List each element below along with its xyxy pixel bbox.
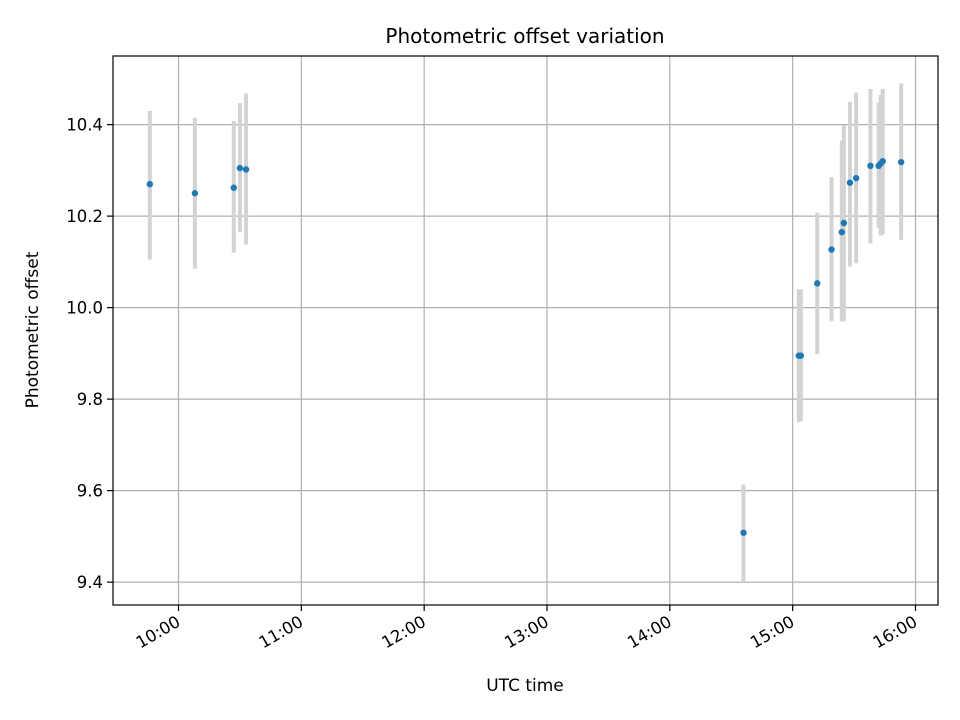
y-tick-label: 10.4 <box>66 116 103 135</box>
y-tick-label: 10.0 <box>66 299 103 318</box>
data-point <box>230 184 237 191</box>
y-tick-label: 9.4 <box>77 573 103 592</box>
y-axis-label: Photometric offset <box>23 251 43 408</box>
data-point <box>852 174 860 182</box>
data-point <box>828 246 835 253</box>
data-point <box>846 179 854 186</box>
data-point <box>814 280 821 287</box>
data-point <box>797 352 805 359</box>
chart-title: Photometric offset variation <box>385 24 664 48</box>
data-point <box>838 228 845 236</box>
x-axis-label: UTC time <box>486 676 564 696</box>
data-point <box>840 219 848 227</box>
grid <box>113 56 938 605</box>
y-tick-label: 10.2 <box>66 207 103 226</box>
data-point <box>191 190 199 197</box>
data-point <box>236 164 244 172</box>
data-point <box>740 529 747 536</box>
data-point <box>146 180 154 188</box>
plot-frame <box>112 55 939 606</box>
data-point <box>897 158 905 166</box>
y-axis-ticks: 9.4 9.6 9.8 10.0 10.2 10.4 <box>66 116 113 592</box>
data-points <box>146 158 905 536</box>
data-point <box>867 162 874 169</box>
y-tick-label: 9.6 <box>77 482 103 501</box>
y-tick-label: 9.8 <box>77 390 103 409</box>
data-point <box>879 158 886 165</box>
data-point <box>242 166 250 173</box>
